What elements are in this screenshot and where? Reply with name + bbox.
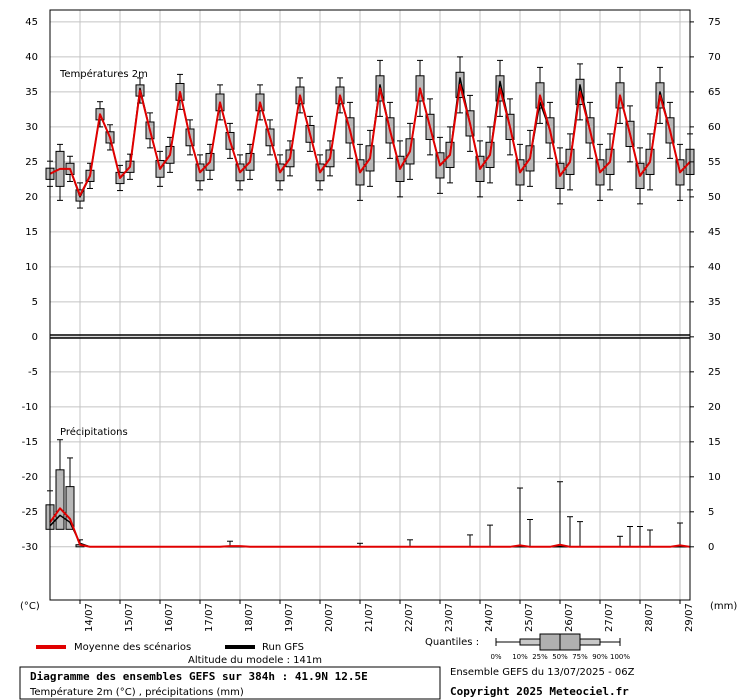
y-tick-label: -15	[22, 437, 38, 448]
x-tick-label: 19/07	[284, 603, 295, 632]
altitude: Altitude du modele : 141m	[188, 655, 322, 666]
x-tick-label: 24/07	[484, 603, 495, 632]
y2-axis-label: (mm)	[710, 601, 737, 612]
legend-label: Run GFS	[262, 642, 304, 653]
y-tick-label: 15	[25, 227, 38, 238]
y2-tick-label: 15	[708, 437, 721, 448]
footer-title: Diagramme des ensembles GEFS sur 384h : …	[30, 670, 368, 683]
x-tick-label: 23/07	[444, 603, 455, 632]
y2-tick-label: 20	[708, 402, 721, 413]
y-tick-label: 30	[25, 122, 38, 133]
y2-tick-label: 65	[708, 87, 721, 98]
quantile-label: 10%	[512, 653, 528, 661]
y2-tick-label: 40	[708, 262, 721, 273]
y2-tick-label: 0	[708, 542, 714, 553]
y-tick-label: 25	[25, 157, 38, 168]
x-tick-label: 20/07	[324, 603, 335, 632]
x-tick-label: 29/07	[684, 603, 695, 632]
x-tick-label: 25/07	[524, 603, 535, 632]
x-tick-label: 16/07	[164, 603, 175, 632]
y2-tick-label: 60	[708, 122, 721, 133]
y-tick-label: 0	[32, 332, 38, 343]
y-tick-label: -5	[28, 367, 38, 378]
y-tick-label: 20	[25, 192, 38, 203]
x-tick-label: 15/07	[124, 603, 135, 632]
footer-box	[19, 666, 441, 700]
x-tick-label: 26/07	[564, 603, 575, 632]
temperature-line	[49, 83, 691, 197]
y2-tick-label: 30	[708, 332, 721, 343]
quantile-box	[65, 486, 75, 530]
y2-tick-label: 5	[708, 507, 714, 518]
y-axis-label: (°C)	[20, 601, 40, 612]
quantile-box	[55, 469, 65, 530]
y2-tick-label: 35	[708, 297, 721, 308]
legend-label: Moyenne des scénarios	[74, 641, 191, 653]
x-tick-label: 27/07	[604, 603, 615, 632]
y-tick-label: 35	[25, 87, 38, 98]
y-tick-label: 5	[32, 297, 38, 308]
x-tick-label: 21/07	[364, 603, 375, 632]
quantile-label: 25%	[532, 653, 548, 661]
precipitation-line	[49, 507, 691, 548]
y2-tick-label: 10	[708, 472, 721, 483]
quantiles-title: Quantiles :	[425, 637, 479, 648]
panel-label: Précipitations	[60, 426, 128, 438]
quantile-label: 90%	[592, 653, 608, 661]
quantiles-symbol	[495, 633, 621, 651]
y2-tick-label: 55	[708, 157, 721, 168]
y2-tick-label: 45	[708, 227, 721, 238]
x-tick-label: 22/07	[404, 603, 415, 632]
y-tick-label: 10	[25, 262, 38, 273]
quantile-labels: 0% 10% 25% 50% 75% 90% 100%	[490, 653, 630, 661]
copyright: Copyright 2025 Meteociel.fr	[450, 685, 629, 698]
y2-tick-label: 75	[708, 17, 721, 28]
y-tick-label: 40	[25, 52, 38, 63]
x-tick-label: 14/07	[84, 603, 95, 632]
y-tick-label: -10	[22, 402, 38, 413]
y-tick-label: -30	[22, 542, 38, 553]
quantile-label: 100%	[610, 653, 630, 661]
y-tick-label: -25	[22, 507, 38, 518]
x-tick-label: 18/07	[244, 603, 255, 632]
plot-frame	[49, 9, 691, 601]
x-tick-label: 28/07	[644, 603, 655, 632]
quantile-label: 50%	[552, 653, 568, 661]
y2-tick-label: 50	[708, 192, 721, 203]
footer-subtitle: Température 2m (°C) , précipitations (mm…	[29, 686, 244, 698]
quantile-label: 75%	[572, 653, 588, 661]
y-tick-label: 45	[25, 17, 38, 28]
y-tick-label: -20	[22, 472, 38, 483]
run-info: Ensemble GEFS du 13/07/2025 - 06Z	[450, 667, 635, 678]
x-tick-label: 17/07	[204, 603, 215, 632]
quantile-label: 0%	[490, 653, 501, 661]
panel-label: Températures 2m	[59, 68, 148, 80]
y2-tick-label: 70	[708, 52, 721, 63]
y2-tick-label: 25	[708, 367, 721, 378]
